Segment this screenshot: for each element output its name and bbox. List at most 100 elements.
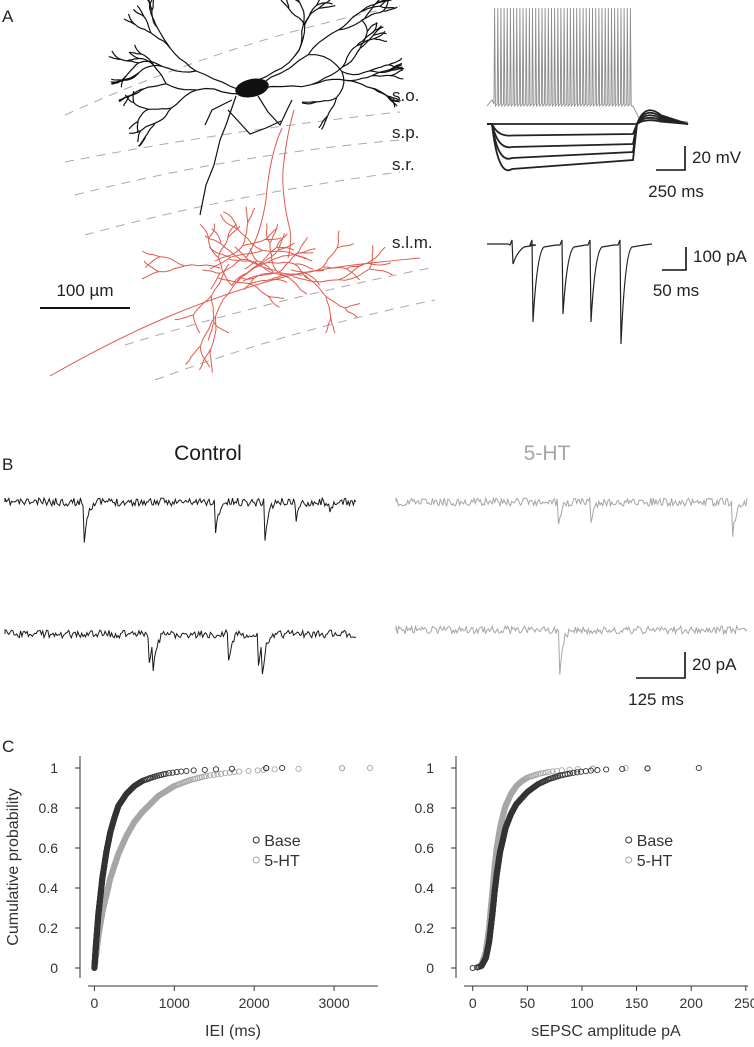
- neurite-branch: [338, 268, 370, 281]
- neurite-branch: [209, 348, 213, 373]
- cdf-point: [542, 769, 549, 776]
- neurite-branch: [138, 57, 154, 66]
- neurite-branch: [376, 0, 389, 4]
- neurite-branch: [318, 115, 328, 129]
- y-tick-label: 0.6: [39, 840, 59, 856]
- neurite-branch: [160, 256, 185, 267]
- cdf-point: [549, 768, 556, 775]
- spiking-trace: [486, 7, 689, 123]
- neurite-branch: [293, 252, 314, 256]
- neurite-branch: [133, 102, 149, 110]
- neurite-branch: [325, 296, 345, 309]
- neurite-branch: [227, 223, 237, 238]
- neurite-branch: [111, 50, 122, 60]
- neurite-branch: [136, 5, 145, 17]
- neurite-branch: [248, 278, 272, 284]
- hyperpolarizing-step-trace: [487, 114, 689, 149]
- cdf-point: [203, 772, 210, 780]
- neurite-branch: [144, 256, 161, 269]
- neurite-branch: [137, 108, 149, 122]
- cdf-point: [254, 767, 261, 774]
- evoked-epsc-trace: [487, 239, 653, 345]
- neurite-branch: [132, 90, 135, 103]
- neurite-branch: [341, 70, 370, 76]
- neurite-branch: [220, 213, 239, 230]
- neurite-branch: [387, 95, 396, 108]
- neurite-branch: [208, 223, 216, 239]
- neurite-branch: [318, 5, 336, 9]
- cdf-point: [603, 766, 610, 773]
- neurite-branch: [204, 99, 233, 126]
- cdf-point: [622, 764, 629, 772]
- hyperpolarizing-step-trace: [487, 119, 689, 125]
- neurite-branch: [108, 56, 122, 60]
- neurite-branch: [245, 206, 249, 224]
- neurite-branch: [237, 229, 263, 251]
- neurite-branch: [293, 254, 313, 262]
- neurite-branch: [302, 101, 317, 105]
- neurite-branch: [141, 53, 155, 66]
- y-tick-label: 0.2: [415, 920, 435, 936]
- neurite-branch: [210, 316, 217, 350]
- legend-label: Base: [264, 833, 301, 850]
- neurite-branch: [185, 345, 201, 365]
- neurite-branch: [387, 95, 401, 102]
- neurite-branch: [290, 266, 324, 273]
- neurite-branch: [294, 0, 301, 4]
- neurite-branch: [136, 121, 139, 133]
- condition-control-label: Control: [174, 442, 242, 465]
- neurite-branch: [219, 258, 241, 274]
- neurite-branch: [346, 264, 364, 270]
- neurite-branch: [308, 54, 343, 72]
- cdf-point: [587, 767, 594, 774]
- neurite-branch: [382, 0, 389, 12]
- neurite-branch: [311, 66, 343, 86]
- cdf-point: [271, 766, 278, 773]
- neurite-branch: [200, 345, 211, 368]
- neurite-branch: [294, 263, 309, 280]
- neurite-branch: [143, 83, 167, 90]
- neurite-branch: [184, 264, 221, 269]
- panel-a-letter: A: [2, 7, 14, 26]
- voltage-scale-bar: [656, 146, 686, 171]
- neurite-branch: [304, 272, 321, 286]
- cdf-point: [366, 764, 374, 772]
- neurite-branch: [153, 64, 167, 85]
- legend-marker: [625, 836, 633, 844]
- neurite-branch: [156, 26, 171, 49]
- neurite-branch: [267, 295, 280, 308]
- neurite-branch: [120, 58, 139, 64]
- neurite-branch: [267, 261, 295, 265]
- neurite-branch: [129, 51, 142, 55]
- neurite-branch: [242, 223, 249, 246]
- y-tick-label: 0.8: [415, 800, 435, 816]
- neurite-branch: [143, 260, 160, 273]
- neurite-branch: [338, 11, 361, 31]
- current-scale-pa: 100 pA: [693, 247, 748, 266]
- neurite-branch: [373, 32, 387, 36]
- neurite-branch: [150, 32, 171, 49]
- neurite-branch: [326, 97, 337, 117]
- neurite-branch: [174, 314, 194, 320]
- y-tick-label: 0.4: [39, 880, 59, 896]
- series-5ht: [469, 764, 629, 972]
- neurite-branch: [301, 101, 317, 103]
- neurite-branch: [379, 0, 388, 7]
- sepsc-trace-line: [4, 496, 357, 543]
- neurite-branch: [286, 0, 290, 9]
- x-tick-label: 250: [734, 995, 754, 1011]
- neurite-branch: [141, 271, 160, 280]
- x-tick-label: 150: [625, 995, 649, 1011]
- neurite-branch: [128, 51, 140, 60]
- cdf-point: [201, 766, 208, 773]
- neurite-branch: [275, 269, 308, 295]
- interneuron-axon: [49, 109, 421, 377]
- cdf-point: [206, 772, 214, 779]
- legend-label: Base: [637, 833, 674, 850]
- neurite-branch: [208, 321, 215, 341]
- neurite-branch: [192, 315, 201, 334]
- current-scale-bar: [662, 247, 687, 271]
- sepsc-trace-line: [395, 496, 748, 537]
- neurite-branch: [115, 75, 127, 84]
